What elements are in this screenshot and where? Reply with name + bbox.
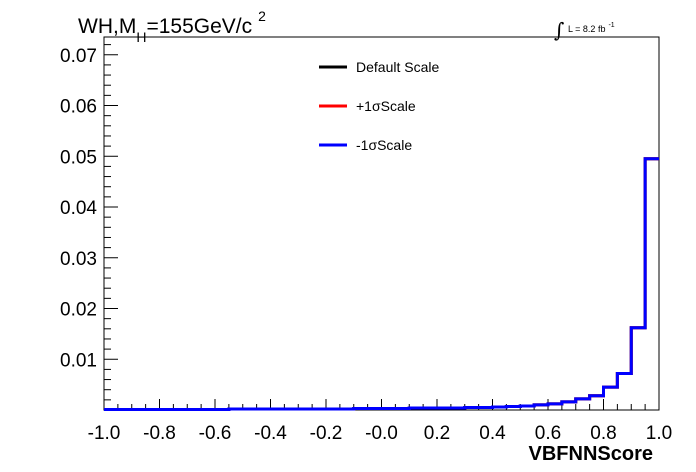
y-tick-label: 0.05 <box>60 147 97 168</box>
y-tick-label: 0.07 <box>60 46 97 67</box>
series-line <box>104 157 659 411</box>
legend-entry: Default Scale <box>319 59 439 75</box>
legend-label: +1σScale <box>356 98 416 114</box>
legend: Default Scale +1σScale -1σScale <box>319 59 439 153</box>
y-tick-label: 0.02 <box>60 300 97 321</box>
x-tick-label: -1.0 <box>88 423 121 444</box>
chart-title: WH,MH=155GeV/c 2 <box>78 8 266 45</box>
legend-label: -1σScale <box>356 137 412 153</box>
x-tick-label: 0.4 <box>479 423 506 444</box>
lumi-integral-symbol: ∫ <box>554 18 564 42</box>
x-tick-label: -0.4 <box>254 423 287 444</box>
y-tick-label: 0.03 <box>60 249 97 270</box>
y-tick-label: 0.01 <box>60 350 97 371</box>
series-1 <box>104 157 659 411</box>
lumi-superscript: -1 <box>608 22 614 29</box>
x-axis-label: VBFNNScore <box>529 443 653 465</box>
y-tick-label: 0.04 <box>60 198 97 219</box>
series-line <box>104 157 659 411</box>
x-tick-label: 1.0 <box>646 423 672 444</box>
series-layer <box>104 157 659 411</box>
title-prefix: WH,M <box>78 15 136 38</box>
x-tick-label: 0.8 <box>590 423 616 444</box>
legend-label: Default Scale <box>356 59 439 75</box>
plot-frame <box>103 36 660 411</box>
x-tick-label: -0.8 <box>143 423 176 444</box>
x-tick-label: 0.2 <box>424 423 450 444</box>
lumi-text: L = 8.2 fb <box>568 24 605 34</box>
y-tick-label: 0.06 <box>60 97 97 118</box>
x-tick-label: -0.0 <box>365 423 398 444</box>
series-2 <box>104 157 659 411</box>
x-tick-label: -0.6 <box>199 423 232 444</box>
x-tick-label: 0.6 <box>535 423 561 444</box>
title-superscript: 2 <box>258 8 266 24</box>
axis-tick-labels: -1.0 -0.8 -0.6 -0.4 -0.2 -0.0 0.2 0.4 0.6 0.8 1.0 0… <box>60 46 672 444</box>
lumi-label: L = 8.2 fb -1 <box>568 22 615 34</box>
title-mid: =155GeV/c <box>146 15 252 38</box>
legend-entry: +1σScale <box>319 98 416 114</box>
x-tick-label: -0.2 <box>310 423 343 444</box>
legend-entry: -1σScale <box>319 137 412 153</box>
series-3 <box>104 157 659 411</box>
series-line <box>104 157 659 411</box>
